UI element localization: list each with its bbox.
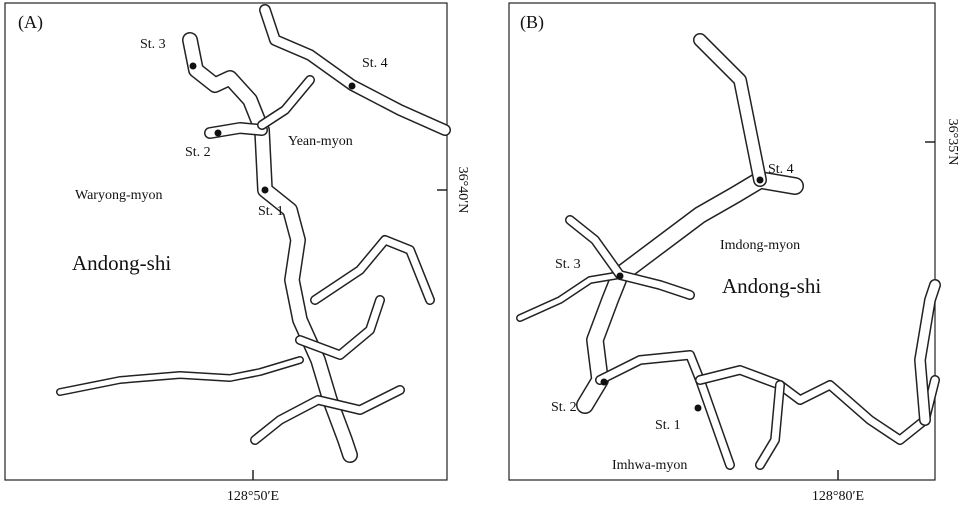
station-dot	[214, 129, 222, 137]
station-label: St. 3	[140, 37, 166, 52]
place-label: Imhwa-myon	[612, 458, 687, 473]
place-label: Waryong-myon	[75, 188, 163, 203]
station-label: St. 1	[655, 418, 681, 433]
place-label: Andong-shi	[72, 251, 171, 275]
station-dot	[261, 186, 269, 194]
panel-frame	[508, 2, 936, 481]
place-label: Andong-shi	[722, 274, 821, 298]
latitude-label: 36°35′N	[945, 119, 960, 166]
panel-label: (B)	[520, 12, 544, 33]
latitude-label: 36°40′N	[455, 167, 470, 214]
place-label: Imdong-myon	[720, 238, 800, 253]
station-dot	[756, 176, 764, 184]
panel-b: (B) St. 1 St. 2 St. 3 St. 4 Imdong-myon …	[508, 2, 960, 504]
longitude-label: 128°80′E	[812, 489, 864, 504]
station-dot	[600, 378, 608, 386]
station-label: St. 4	[362, 56, 388, 71]
reservoir	[56, 4, 451, 463]
panel-frame	[4, 2, 448, 481]
station-label: St. 3	[555, 257, 581, 272]
panel-label: (A)	[18, 12, 43, 33]
station-dot	[348, 82, 356, 90]
station-dot	[616, 272, 624, 280]
station-dot	[189, 62, 197, 70]
station-label: St. 4	[768, 162, 794, 177]
panel-a: (A) St. 1 St. 2 St. 3 St. 4 Yean-myon Wa…	[4, 2, 470, 504]
place-label: Yean-myon	[288, 134, 353, 149]
station-label: St. 1	[258, 204, 284, 219]
station-label: St. 2	[551, 400, 577, 415]
longitude-label: 128°50′E	[227, 489, 279, 504]
station-label: St. 2	[185, 145, 211, 160]
station-dot	[694, 404, 702, 412]
